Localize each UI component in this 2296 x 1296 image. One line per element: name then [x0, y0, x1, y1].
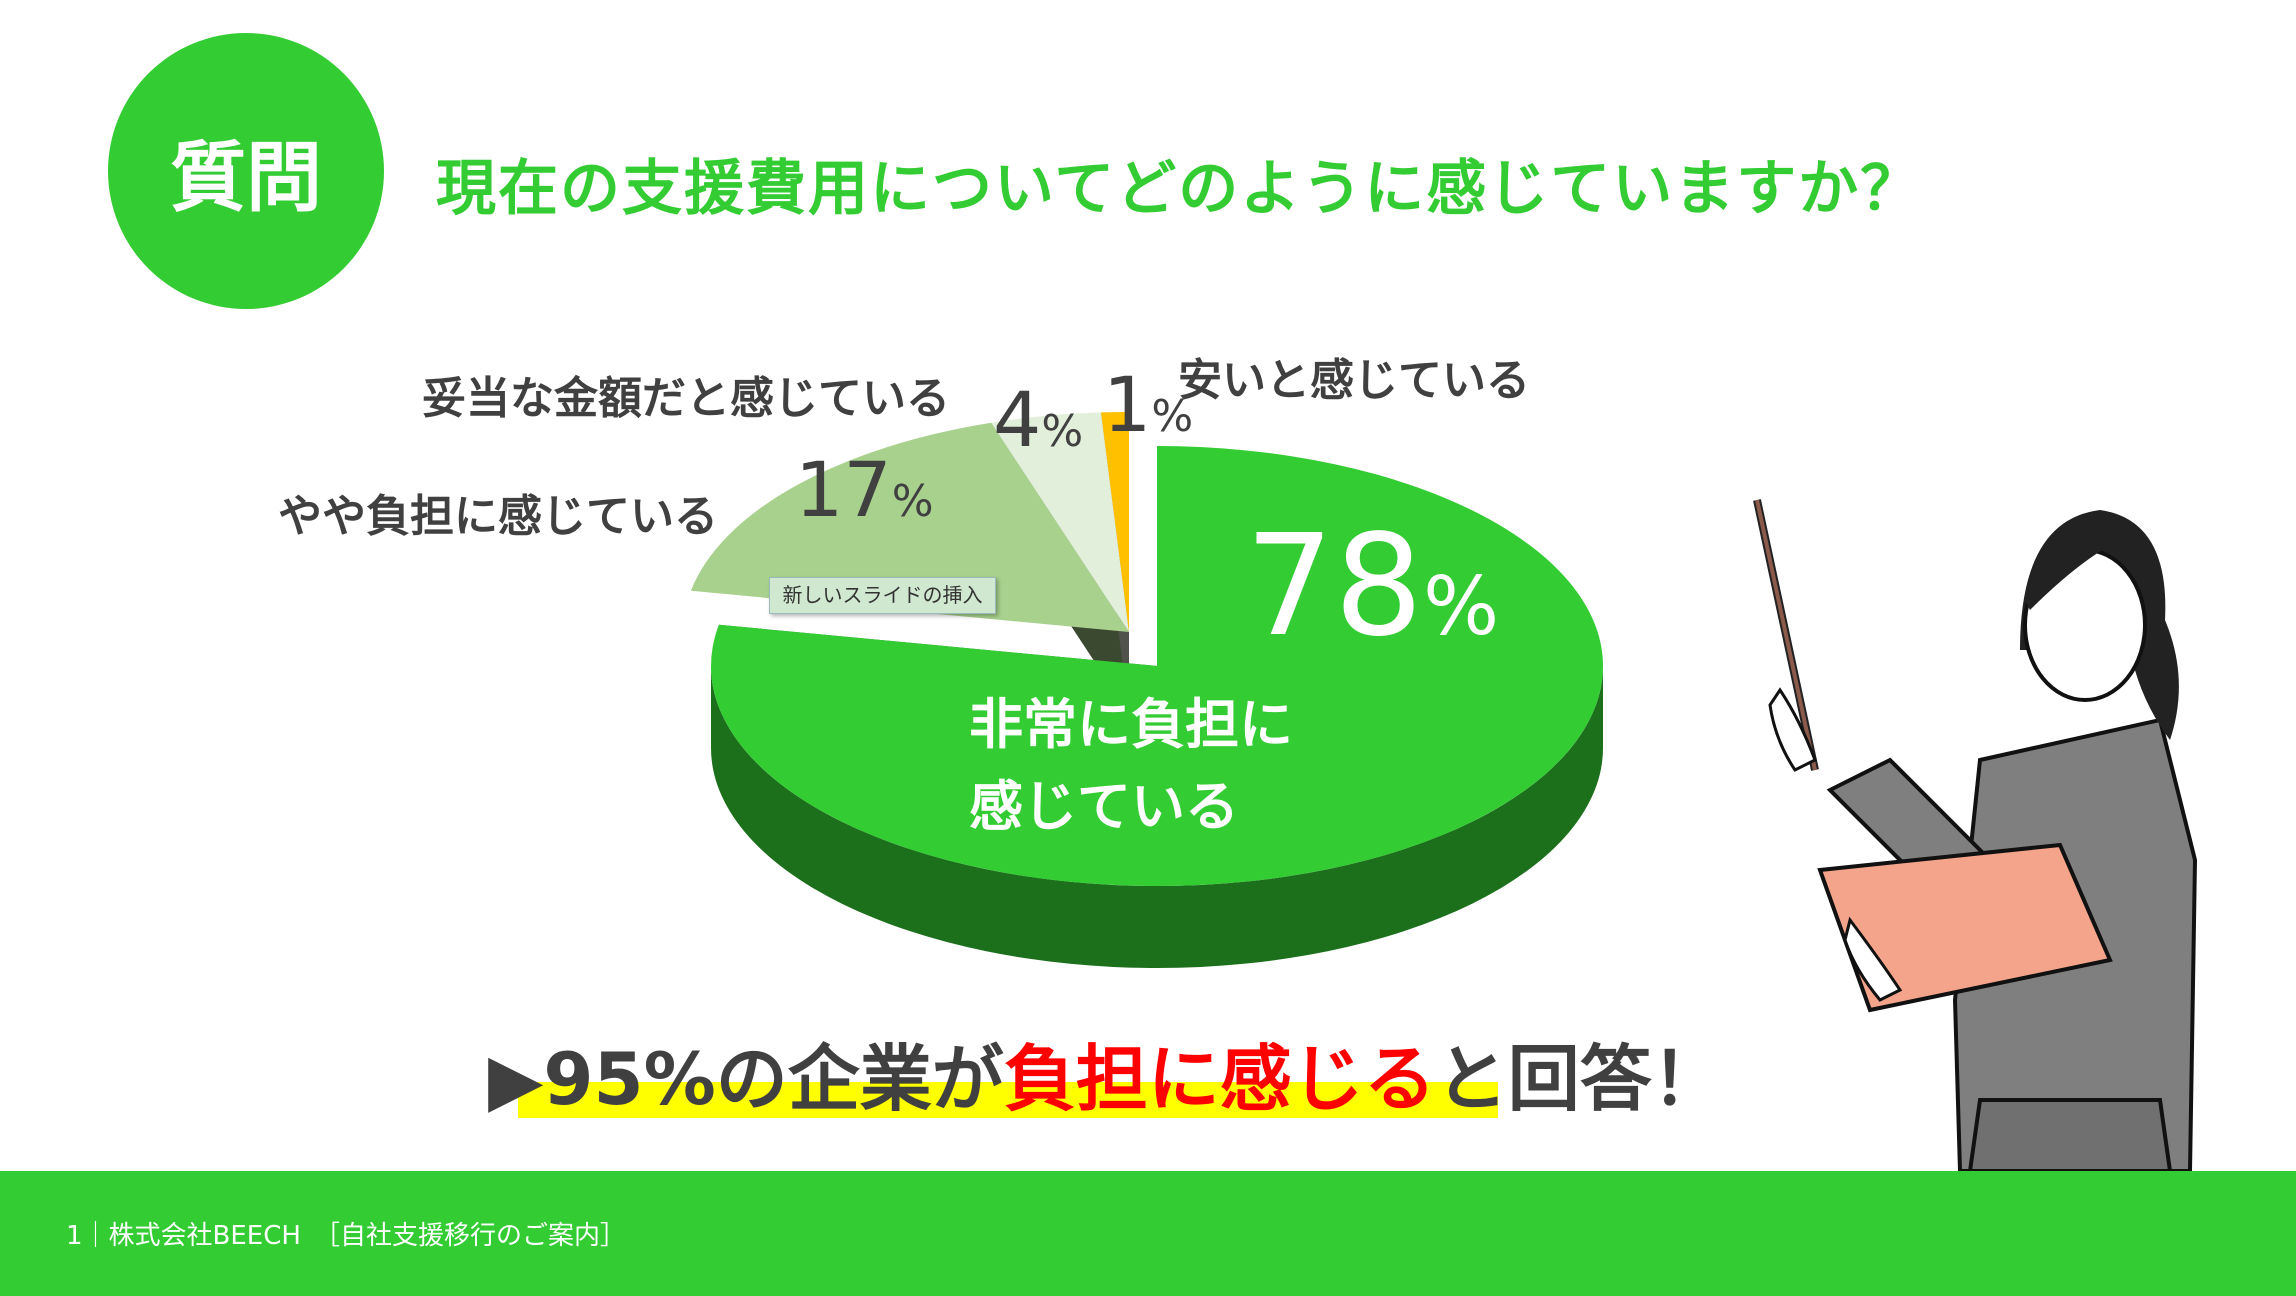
pie-slice-4: [991, 412, 1129, 632]
conclusion-text: ▶95%の企業が負担に感じると回答！: [488, 1037, 1724, 1121]
data-label-17: 17%: [795, 445, 934, 534]
page-title: 現在の支援費用についてどのように感じていますか？: [436, 154, 1923, 224]
label-very-burden-line2: 感じている: [969, 775, 1239, 838]
label-somewhat-burden: やや負担に感じている: [278, 491, 718, 542]
pie-slice-78: [711, 446, 1603, 886]
pie-slice-1: [1100, 412, 1129, 632]
tooltip: 新しいスライドの挿入: [769, 577, 996, 614]
footer-bar: [0, 1171, 2296, 1296]
footer-text: 1｜株式会社BEECH ［自社支援移行のご案内］: [66, 1221, 626, 1251]
label-cheap: 安いと感じている: [1178, 355, 1530, 406]
question-badge: 質問: [108, 33, 384, 309]
label-very-burden-line1: 非常に負担に: [969, 693, 1293, 756]
data-label-78: 78%: [1245, 505, 1500, 668]
highlight-marker: [518, 1082, 1498, 1118]
data-label-1: 1%: [1103, 360, 1194, 449]
data-label-4: 4%: [993, 375, 1084, 464]
label-reasonable: 妥当な金額だと感じている: [422, 373, 950, 424]
